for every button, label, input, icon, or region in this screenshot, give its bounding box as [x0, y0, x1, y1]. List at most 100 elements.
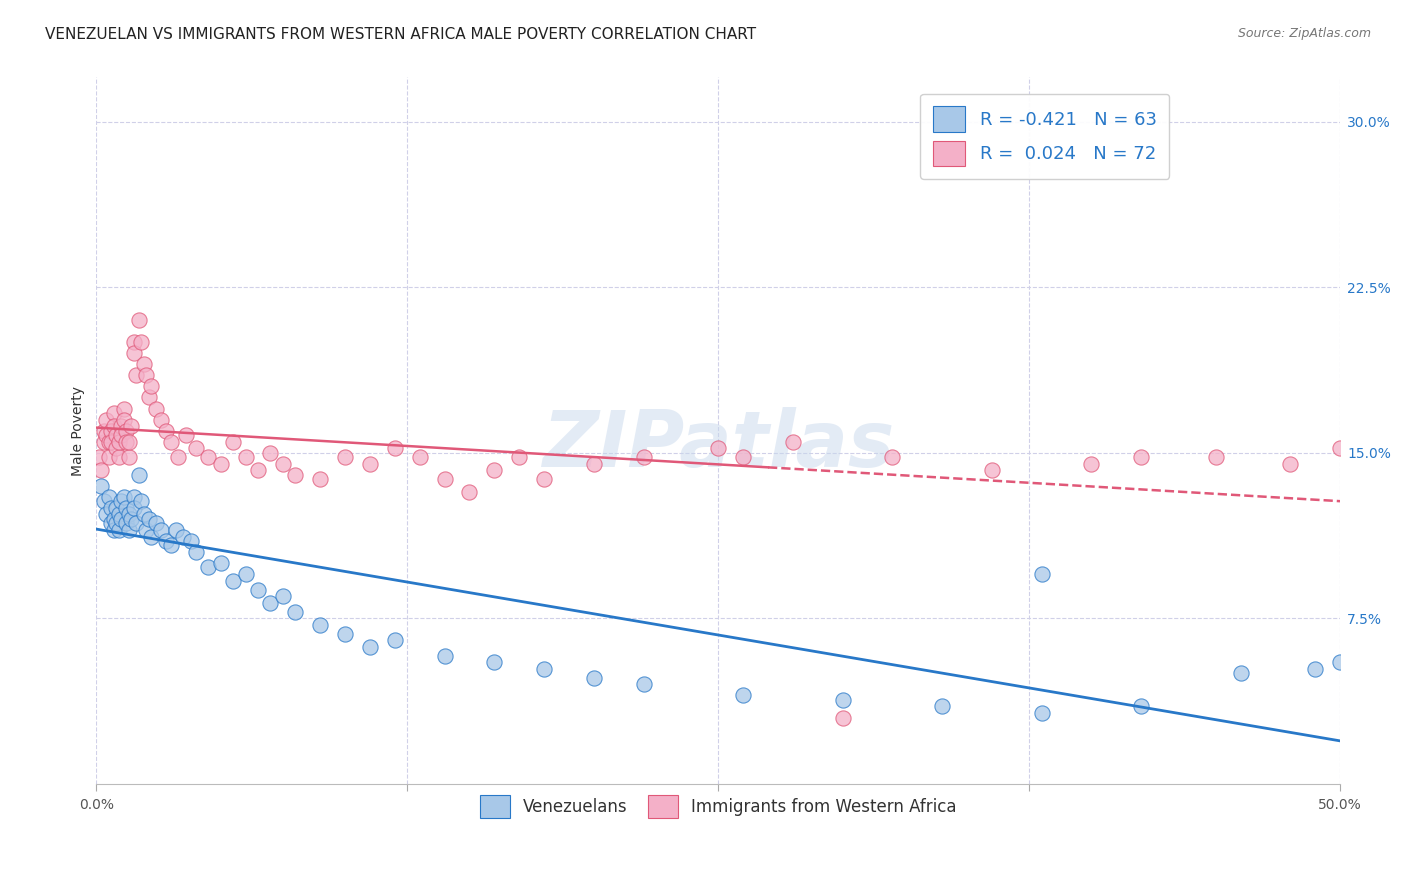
Point [1031, 567, 1053, 582]
Point [707, 442, 730, 456]
Point [333, 626, 356, 640]
Point [110, 428, 132, 442]
Point [96, 412, 118, 426]
Point [259, 445, 281, 459]
Point [1303, 662, 1326, 676]
Point [165, 523, 187, 537]
Point [100, 500, 122, 515]
Point [103, 406, 125, 420]
Point [115, 434, 138, 449]
Point [97, 450, 120, 464]
Point [831, 710, 853, 724]
Point [484, 656, 506, 670]
Point [97, 434, 120, 449]
Point [110, 494, 132, 508]
Point [167, 450, 190, 464]
Point [110, 419, 132, 434]
Point [105, 516, 128, 531]
Point [209, 457, 232, 471]
Point [110, 512, 132, 526]
Point [115, 516, 138, 531]
Point [284, 605, 307, 619]
Point [112, 490, 135, 504]
Point [90, 463, 112, 477]
Point [235, 567, 257, 582]
Point [782, 434, 804, 449]
Point [129, 335, 152, 350]
Point [197, 560, 219, 574]
Point [122, 490, 145, 504]
Point [633, 677, 655, 691]
Point [122, 500, 145, 515]
Point [155, 533, 177, 548]
Point [222, 434, 245, 449]
Point [931, 699, 953, 714]
Point [733, 689, 755, 703]
Point [105, 428, 128, 442]
Point [96, 508, 118, 522]
Point [139, 529, 162, 543]
Point [458, 485, 481, 500]
Point [1130, 699, 1153, 714]
Point [184, 545, 207, 559]
Point [172, 529, 194, 543]
Point [107, 508, 129, 522]
Point [107, 523, 129, 537]
Point [93, 424, 115, 438]
Point [132, 357, 155, 371]
Point [100, 516, 122, 531]
Point [831, 693, 853, 707]
Point [112, 401, 135, 416]
Point [533, 662, 555, 676]
Point [359, 640, 381, 654]
Point [125, 516, 148, 531]
Point [633, 450, 655, 464]
Point [115, 424, 138, 438]
Point [120, 512, 142, 526]
Point [139, 379, 162, 393]
Point [247, 582, 270, 597]
Point [333, 450, 356, 464]
Point [155, 424, 177, 438]
Point [100, 434, 122, 449]
Point [122, 335, 145, 350]
Point [235, 450, 257, 464]
Point [96, 428, 118, 442]
Text: ZIPatlas: ZIPatlas [543, 407, 894, 483]
Point [409, 450, 432, 464]
Point [115, 500, 138, 515]
Point [100, 424, 122, 438]
Point [132, 508, 155, 522]
Point [384, 442, 406, 456]
Point [1329, 656, 1351, 670]
Point [582, 457, 605, 471]
Point [508, 450, 530, 464]
Point [1080, 457, 1102, 471]
Point [103, 512, 125, 526]
Point [135, 368, 157, 383]
Point [533, 472, 555, 486]
Point [105, 442, 128, 456]
Point [271, 457, 294, 471]
Point [180, 533, 202, 548]
Y-axis label: Male Poverty: Male Poverty [72, 385, 86, 475]
Point [174, 428, 197, 442]
Point [433, 648, 456, 663]
Point [1329, 442, 1351, 456]
Point [1205, 450, 1227, 464]
Point [1031, 706, 1053, 720]
Point [118, 434, 141, 449]
Point [184, 442, 207, 456]
Point [122, 346, 145, 360]
Point [222, 574, 245, 588]
Point [107, 434, 129, 449]
Point [107, 450, 129, 464]
Point [128, 467, 150, 482]
Point [105, 500, 128, 515]
Point [484, 463, 506, 477]
Point [309, 617, 332, 632]
Point [93, 434, 115, 449]
Point [120, 419, 142, 434]
Point [733, 450, 755, 464]
Point [118, 508, 141, 522]
